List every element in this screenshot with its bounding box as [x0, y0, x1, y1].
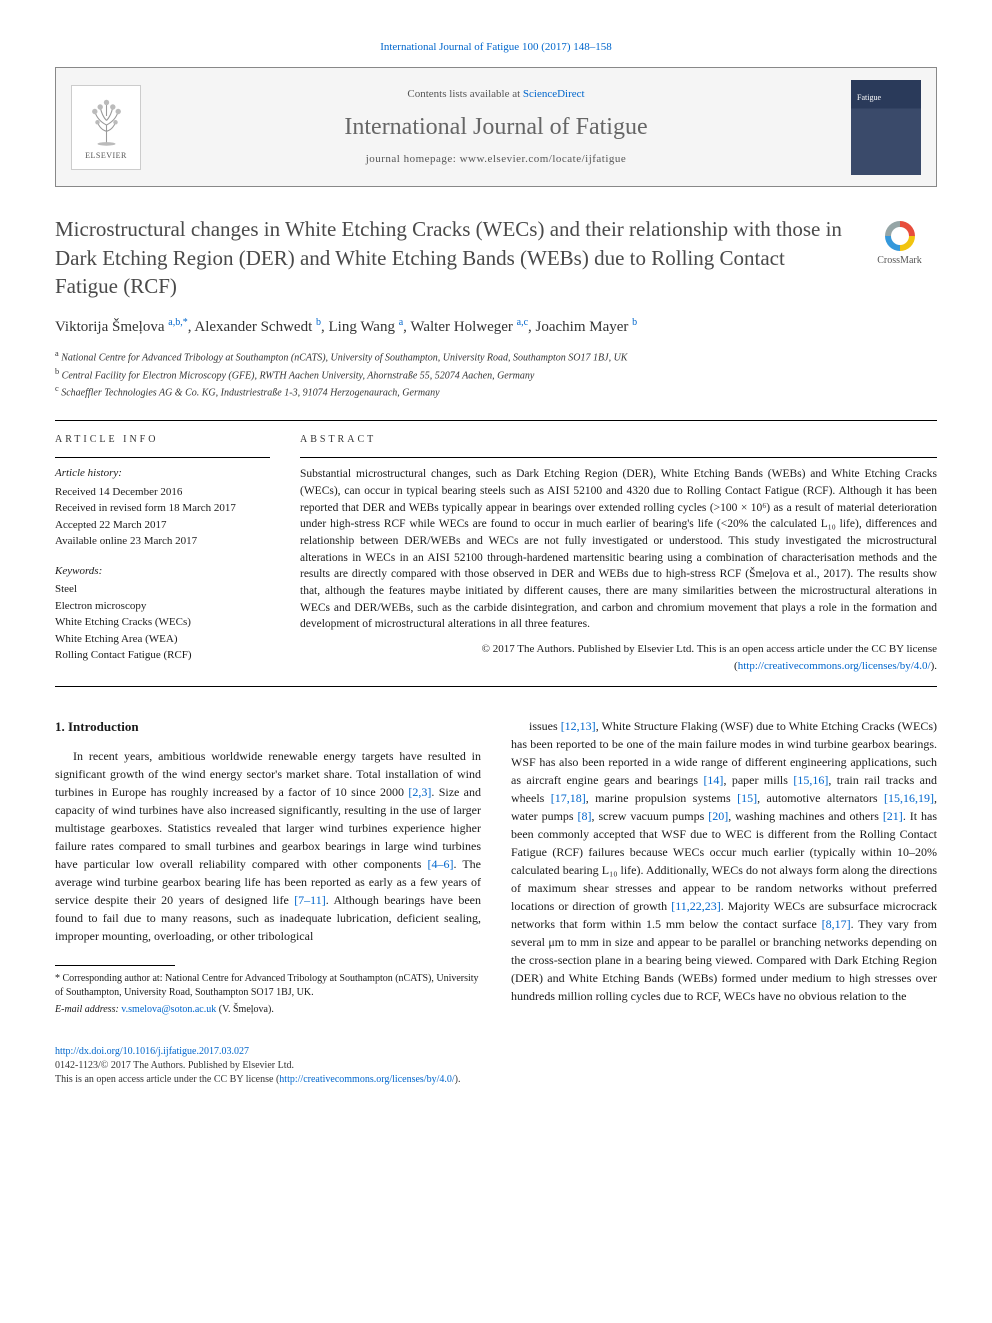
divider-bottom	[55, 686, 937, 687]
sciencedirect-link[interactable]: ScienceDirect	[523, 88, 585, 100]
keyword-item: Rolling Contact Fatigue (RCF)	[55, 647, 270, 664]
keywords-label: Keywords:	[55, 564, 270, 579]
issn-line: 0142-1123/© 2017 The Authors. Published …	[55, 1060, 294, 1071]
affiliation-item: a National Centre for Advanced Tribology…	[55, 348, 937, 365]
crossmark-icon	[885, 221, 915, 251]
doi-link[interactable]: http://dx.doi.org/10.1016/j.ijfatigue.20…	[55, 1046, 249, 1057]
article-title: Microstructural changes in White Etching…	[55, 215, 847, 300]
license-link[interactable]: http://creativecommons.org/licenses/by/4…	[738, 660, 931, 672]
homepage-prefix: journal homepage:	[366, 153, 460, 165]
history-item: Accepted 22 March 2017	[55, 517, 270, 534]
abstract-divider	[300, 457, 937, 458]
article-info-heading: ARTICLE INFO	[55, 433, 270, 447]
author-list: Viktorija Šmeļova a,b,*, Alexander Schwe…	[55, 316, 937, 338]
history-item: Available online 23 March 2017	[55, 533, 270, 550]
info-divider	[55, 457, 270, 458]
body-paragraph: In recent years, ambitious worldwide ren…	[55, 747, 481, 945]
body-paragraph: issues [12,13], White Structure Flaking …	[511, 717, 937, 1005]
history-item: Received in revised form 18 March 2017	[55, 500, 270, 517]
affiliation-item: c Schaeffler Technologies AG & Co. KG, I…	[55, 383, 937, 400]
crossmark-badge[interactable]: CrossMark	[862, 221, 937, 268]
footnote-divider	[55, 965, 175, 966]
email-person: (V. Šmeļova).	[219, 1004, 274, 1015]
journal-name: International Journal of Fatigue	[153, 111, 839, 145]
footer-license-link[interactable]: http://creativecommons.org/licenses/by/4…	[279, 1074, 454, 1085]
publisher-name: ELSEVIER	[85, 150, 127, 161]
journal-cover-thumbnail	[851, 80, 921, 175]
journal-homepage-line: journal homepage: www.elsevier.com/locat…	[153, 152, 839, 167]
copyright-suffix: ).	[931, 660, 937, 672]
article-info-column: ARTICLE INFO Article history: Received 1…	[55, 433, 270, 674]
doi-footer: http://dx.doi.org/10.1016/j.ijfatigue.20…	[55, 1045, 937, 1087]
contents-prefix: Contents lists available at	[407, 88, 522, 100]
license-line-suffix: ).	[455, 1074, 461, 1085]
keyword-item: White Etching Area (WEA)	[55, 631, 270, 648]
homepage-url[interactable]: www.elsevier.com/locate/ijfatigue	[460, 153, 627, 165]
body-text: 1. Introduction In recent years, ambitio…	[55, 717, 937, 1020]
section-heading: 1. Introduction	[55, 717, 481, 737]
affiliation-item: b Central Facility for Electron Microsco…	[55, 366, 937, 383]
abstract-text: Substantial microstructural changes, suc…	[300, 466, 937, 633]
divider-top	[55, 420, 937, 421]
license-line-prefix: This is an open access article under the…	[55, 1074, 279, 1085]
abstract-column: ABSTRACT Substantial microstructural cha…	[300, 433, 937, 674]
keyword-item: White Etching Cracks (WECs)	[55, 614, 270, 631]
affiliation-list: a National Centre for Advanced Tribology…	[55, 348, 937, 400]
contents-available-line: Contents lists available at ScienceDirec…	[153, 87, 839, 102]
elsevier-tree-icon	[84, 93, 129, 148]
corr-author-text: * Corresponding author at: National Cent…	[55, 972, 481, 1000]
crossmark-label: CrossMark	[877, 254, 921, 268]
copyright-line: © 2017 The Authors. Published by Elsevie…	[300, 641, 937, 674]
citation-line: International Journal of Fatigue 100 (20…	[55, 40, 937, 55]
publisher-logo: ELSEVIER	[71, 85, 141, 170]
corresponding-author-footnote: * Corresponding author at: National Cent…	[55, 972, 481, 1017]
abstract-heading: ABSTRACT	[300, 433, 937, 447]
keyword-item: Steel	[55, 581, 270, 598]
email-label: E-mail address:	[55, 1004, 119, 1015]
history-item: Received 14 December 2016	[55, 484, 270, 501]
article-history-label: Article history:	[55, 466, 270, 481]
keyword-item: Electron microscopy	[55, 598, 270, 615]
author-email[interactable]: v.smelova@soton.ac.uk	[121, 1004, 216, 1015]
journal-header: ELSEVIER Contents lists available at Sci…	[55, 67, 937, 187]
